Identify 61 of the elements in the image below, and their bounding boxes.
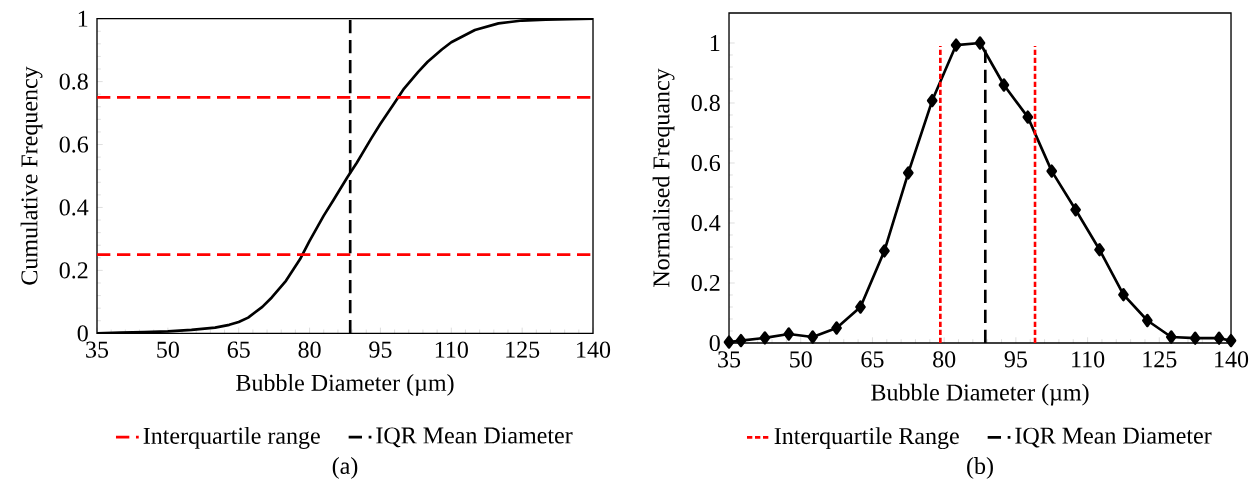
- y-tick-label: 0.8: [59, 73, 88, 90]
- point: [1225, 333, 1237, 348]
- point: [950, 38, 962, 52]
- point: [879, 244, 890, 258]
- x-tick-label: 65: [227, 341, 250, 358]
- x-axis-title: Bubble Diameter (µm): [236, 374, 454, 396]
- y-tick-label: 0.2: [59, 262, 88, 279]
- point: [1022, 110, 1034, 124]
- point: [1118, 288, 1129, 302]
- point: [783, 327, 795, 341]
- point: [1213, 331, 1225, 345]
- y-tick-label: 1: [710, 35, 720, 51]
- point: [831, 321, 842, 335]
- point: [902, 166, 914, 180]
- x-tick-label: 125: [1143, 351, 1177, 368]
- point: [855, 300, 866, 314]
- y-tick-label: 1: [78, 10, 88, 27]
- x-tick-label: 80: [298, 341, 321, 358]
- point: [1070, 203, 1081, 217]
- x-tick-label: 140: [577, 341, 611, 358]
- x-tick-label: 110: [435, 341, 468, 358]
- point: [1165, 330, 1177, 344]
- y-tick-label: 0.6: [691, 154, 721, 172]
- point: [1046, 164, 1058, 178]
- point: [1094, 243, 1105, 257]
- y-axis-title: Cumulative Frequency: [20, 66, 43, 285]
- legend-label: Interquartile Range: [774, 427, 959, 450]
- x-tick-label: 95: [1004, 351, 1027, 368]
- point: [926, 93, 938, 108]
- text: (a): [332, 457, 358, 479]
- x-tick-label: 110: [1072, 351, 1105, 368]
- x-axis-title: Bubble Diameter (µm): [871, 383, 1089, 406]
- point: [723, 335, 735, 349]
- y-tick-label: 0.6: [59, 136, 89, 153]
- text: (b): [967, 457, 993, 479]
- x-tick-label: 50: [157, 341, 179, 358]
- point: [807, 330, 819, 344]
- y-tick-label: 0.4: [691, 214, 721, 232]
- point: [735, 333, 747, 348]
- y-tick-label: 0: [77, 325, 88, 342]
- y-axis-title: Normalised Frequancy: [652, 68, 675, 287]
- legend-label: Interquartile range: [143, 427, 320, 449]
- point: [1189, 331, 1201, 345]
- x-tick-label: 125: [506, 341, 540, 358]
- y-tick-label: 0: [709, 334, 720, 352]
- x-tick-label: 80: [933, 351, 956, 368]
- x-tick-label: 140: [1215, 351, 1249, 368]
- point: [1142, 313, 1153, 328]
- legend-label: IQR Mean Diameter: [1015, 427, 1212, 448]
- point: [998, 78, 1010, 92]
- x-tick-label: 50: [790, 351, 812, 368]
- x-tick-label: 65: [861, 351, 884, 368]
- x-tick-label: 95: [369, 341, 392, 358]
- y-tick-label: 0.2: [691, 274, 720, 292]
- point: [759, 331, 771, 345]
- y-tick-label: 0.4: [59, 199, 89, 216]
- point: [974, 36, 986, 50]
- legend-label: IQR Mean Diameter: [376, 427, 573, 448]
- x-tick-label: 35: [718, 351, 741, 368]
- x-tick-label: 35: [86, 341, 109, 358]
- y-tick-label: 0.8: [691, 94, 720, 112]
